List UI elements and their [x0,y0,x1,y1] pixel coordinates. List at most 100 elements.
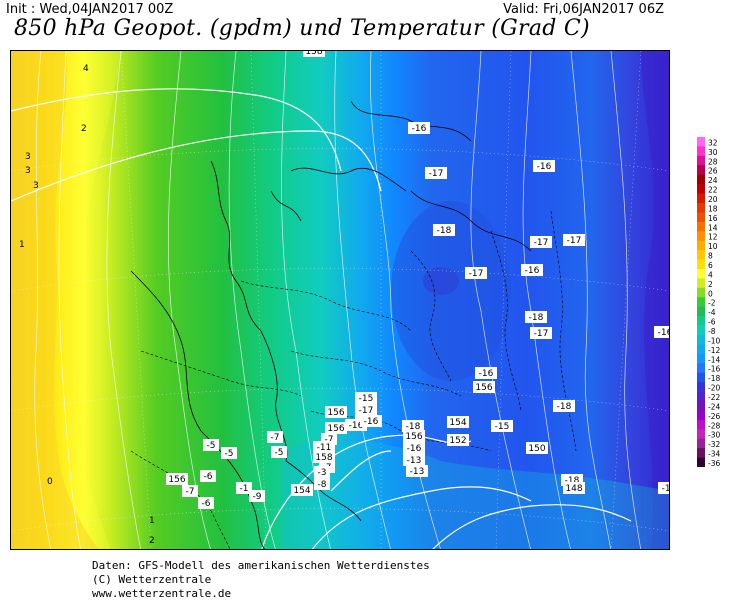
svg-text:-8: -8 [318,480,327,490]
legend-swatch [697,259,705,270]
svg-text:-13: -13 [407,456,422,466]
svg-text:-16: -16 [412,124,427,134]
temp-label: -16 [533,160,555,172]
legend-swatch [697,137,705,147]
temp-label: -17 [530,236,552,248]
geopotential-label: 158 [313,451,335,463]
geopotential-label: 158 [303,51,325,57]
legend-swatch [697,193,705,204]
temp-label: -18 [553,400,575,412]
svg-text:-1: -1 [240,484,249,494]
svg-text:-5: -5 [275,448,284,458]
valid-time: Valid: Fri,06JAN2017 06Z [503,2,664,17]
geopotential-lines [11,88,632,549]
svg-text:3: 3 [25,166,31,176]
legend-swatch [697,203,705,213]
temp-label: 1 [19,240,25,250]
legend-label: -28 [708,421,720,430]
svg-text:-9: -9 [253,492,262,502]
temp-label: -18 [433,224,455,236]
temp-label: 3 [25,166,31,176]
legend-label: -14 [708,355,720,364]
temp-label: -7 [182,485,198,497]
weather-map[interactable]: 4 2 3 3 3 1 0 1 2 -16 -17 -16 -18 -17 -17 -17-… [10,50,670,550]
legend-label: -2 [708,299,716,308]
temp-label: -7 [267,431,283,443]
svg-text:158: 158 [315,453,332,463]
warm-zone [11,51,100,549]
temp-label: -17 [563,234,585,246]
temp-label: -16 [521,264,543,276]
svg-text:4: 4 [83,64,89,74]
svg-text:-15: -15 [495,422,510,432]
temp-label: -17 [530,327,552,339]
legend-label: -36 [708,459,720,467]
svg-text:-17: -17 [429,169,444,179]
temp-label: -18 [402,420,424,432]
svg-text:-7: -7 [325,435,334,445]
svg-text:3: 3 [33,181,39,191]
legend-swatch [697,269,705,279]
temp-label: -17 [425,167,447,179]
geopotential-label: 156 [403,430,425,442]
legend-label: 20 [708,195,718,204]
temp-label: -15 [355,392,377,404]
svg-text:2: 2 [149,536,155,546]
svg-text:-16: -16 [349,421,364,431]
svg-text:-17: -17 [469,269,484,279]
temp-label: -11 [313,441,335,453]
svg-text:-18: -18 [529,313,544,323]
legend-swatch [697,184,705,194]
svg-text:-16: -16 [364,417,379,427]
geopotential-label: 156 [325,406,347,418]
geopotential-label: 154 [291,484,313,496]
legend-swatch [697,457,705,467]
svg-text:156: 156 [327,408,344,418]
footer-website[interactable]: www.wetterzentrale.de [92,587,232,600]
svg-text:2: 2 [81,124,87,134]
temp-label: -5 [271,446,287,458]
legend-label: -26 [708,412,720,421]
init-time: Init : Wed,04JAN2017 00Z [6,2,174,17]
svg-text:-16: -16 [525,266,540,276]
legend-swatch [697,316,705,326]
temp-label: 3 [33,181,39,191]
legend-label: 22 [708,186,718,195]
svg-text:-17: -17 [567,236,582,246]
legend-swatch [697,212,705,223]
legend-label: -18 [708,374,720,383]
svg-text:148: 148 [565,484,582,494]
svg-text:156: 156 [475,383,492,393]
svg-text:-6: -6 [204,472,213,482]
svg-text:-18: -18 [662,484,670,494]
temp-label: -16 [475,367,497,379]
legend-swatch [697,438,705,449]
svg-text:-16: -16 [407,444,422,454]
temp-label: 3 [25,152,31,162]
geopotential-label: 156 [325,422,347,434]
legend-swatch [697,306,705,317]
legend-swatch [697,401,705,411]
svg-text:154: 154 [293,486,310,496]
legend-swatch [697,165,705,176]
temp-label: -1 [236,482,252,494]
svg-text:152: 152 [449,436,466,446]
legend-swatch [697,240,705,251]
svg-text:154: 154 [449,418,466,428]
legend-swatch [697,231,705,242]
legend-label: -10 [708,336,720,345]
legend-label: 26 [708,167,718,176]
geopotential-label: 154 [447,416,469,428]
svg-text:-5: -5 [225,449,234,459]
svg-text:-15: -15 [359,394,374,404]
geopotential-label: 150 [526,442,548,454]
legend-swatch [697,363,705,374]
temp-label: -5 [221,447,237,459]
svg-text:-13: -13 [410,467,425,477]
svg-text:-7: -7 [271,433,280,443]
legend-swatch [697,391,705,402]
legend-swatch [697,419,705,430]
svg-text:150: 150 [528,444,545,454]
legend-label: 8 [708,252,713,261]
legend-label: 24 [708,176,718,185]
